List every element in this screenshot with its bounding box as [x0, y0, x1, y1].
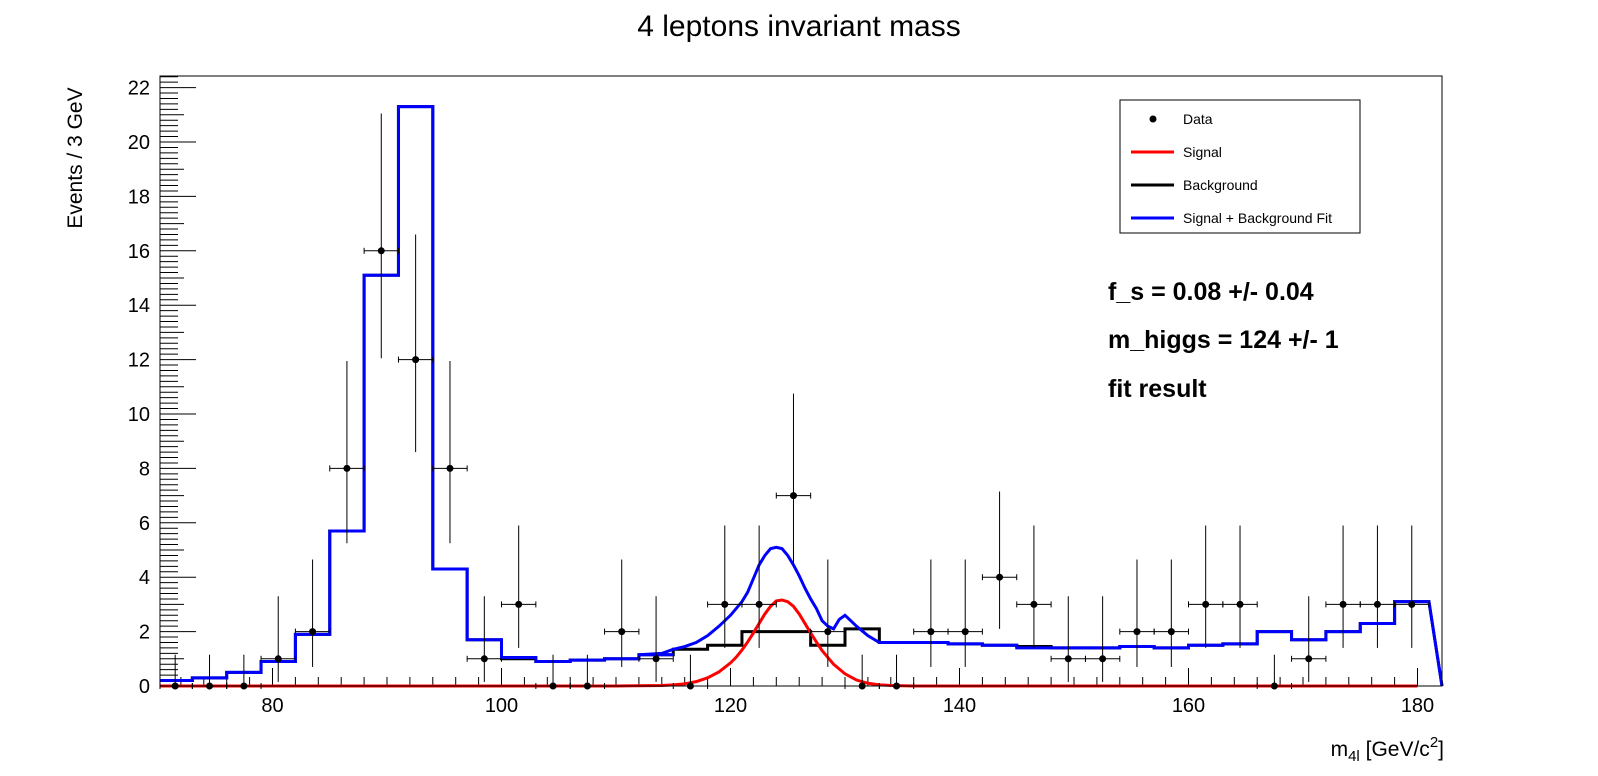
data-point: [1222, 525, 1258, 648]
x-tick-label: 120: [714, 695, 747, 717]
data-point: [913, 559, 949, 667]
y-tick-label: 16: [128, 241, 150, 263]
data-point: [947, 559, 983, 667]
data-point: [1016, 525, 1052, 648]
y-tick-label: 22: [128, 78, 150, 100]
data-marker: [515, 600, 523, 608]
fit-curve: [160, 105, 1444, 687]
x-tick-label: 100: [485, 695, 518, 717]
data-point: [1394, 525, 1430, 648]
x-tick-label: 160: [1172, 695, 1205, 717]
data-marker: [996, 573, 1004, 581]
data-marker: [1339, 600, 1347, 608]
x-tick-label: 140: [943, 695, 976, 717]
data-point: [604, 559, 640, 667]
data-point: [1050, 596, 1086, 682]
data-marker: [274, 655, 282, 663]
legend-label: Background: [1183, 177, 1258, 193]
x-axis-label: m4l [GeV/c2]: [1331, 734, 1444, 765]
data-point: [1084, 596, 1121, 682]
data-marker: [652, 655, 660, 663]
data-point: [1153, 559, 1189, 667]
y-tick-label: 2: [139, 622, 150, 644]
legend-entry: Background: [1131, 177, 1258, 193]
data-marker: [1202, 600, 1210, 608]
data-marker: [1064, 655, 1072, 663]
legend-box: [1119, 99, 1361, 234]
axis-ticks: 80 100 120 140 160 180 0 2 4 6 8 10 12 14 16 18 20 22: [128, 76, 1434, 717]
plot-frame: [159, 75, 1443, 687]
y-tick-label: 18: [128, 186, 150, 208]
data-point: [501, 525, 537, 648]
legend-entry: Signal + Background Fit: [1131, 210, 1332, 226]
data-point: [1359, 525, 1396, 648]
legend-entry: Data: [1149, 111, 1213, 127]
y-tick-label: 20: [128, 132, 150, 154]
data-marker: [1167, 628, 1175, 636]
annotation-fit-result: fit result: [1108, 375, 1207, 403]
y-tick-label: 4: [139, 567, 150, 589]
legend-entry: Signal: [1131, 144, 1222, 160]
data-point: [329, 360, 365, 544]
data-marker: [1133, 628, 1141, 636]
y-tick-label: 10: [128, 404, 150, 426]
data-point: [1119, 559, 1155, 667]
data-point: [775, 393, 812, 567]
data-marker: [1408, 600, 1416, 608]
legend: Data Signal Background Signal + Background …: [1119, 99, 1361, 234]
data-marker: [789, 492, 797, 500]
y-tick-label: 12: [128, 350, 150, 372]
y-tick-label: 0: [139, 676, 150, 698]
data-marker: [1099, 655, 1107, 663]
data-point: [1291, 596, 1327, 682]
data-marker: [961, 628, 969, 636]
fit-line: [160, 105, 1444, 687]
data-marker: [824, 628, 832, 636]
y-tick-label: 8: [139, 458, 150, 480]
annotation-mhiggs: m_higgs = 124 +/- 1: [1108, 326, 1339, 354]
legend-marker: [1149, 115, 1157, 123]
data-marker: [412, 356, 420, 364]
y-tick-label: 6: [139, 513, 150, 535]
y-tick-label: 14: [128, 295, 150, 317]
y-axis-label: Events / 3 GeV: [64, 87, 87, 228]
data-point: [638, 596, 674, 682]
data-point: [397, 234, 434, 453]
data-point: [707, 525, 743, 648]
data-point: [363, 113, 399, 359]
data-point: [981, 491, 1018, 629]
data-marker: [1236, 600, 1244, 608]
data-marker: [480, 655, 488, 663]
data-marker: [377, 247, 385, 255]
data-point: [741, 525, 777, 648]
data-marker: [721, 600, 729, 608]
data-marker: [309, 628, 317, 636]
data-marker: [1305, 655, 1313, 663]
data-point: [810, 559, 846, 667]
x-tick-label: 80: [261, 695, 283, 717]
x-tick-label: 180: [1401, 695, 1434, 717]
data-marker: [755, 600, 763, 608]
fit-result-annotations: f_s = 0.08 +/- 0.04 m_higgs = 124 +/- 1 …: [1108, 278, 1339, 403]
annotation-fs: f_s = 0.08 +/- 0.04: [1108, 278, 1314, 306]
legend-label: Data: [1183, 111, 1213, 127]
data-marker: [1030, 600, 1038, 608]
data-marker: [1373, 600, 1381, 608]
data-point: [294, 559, 331, 667]
data-marker: [927, 628, 935, 636]
data-point: [466, 596, 502, 682]
data-point: [260, 596, 296, 682]
data-marker: [618, 628, 626, 636]
legend-label: Signal + Background Fit: [1183, 210, 1332, 226]
legend-label: Signal: [1183, 144, 1222, 160]
data-marker: [343, 464, 351, 472]
data-marker: [446, 464, 454, 472]
chart-title: 4 leptons invariant mass: [637, 10, 961, 43]
data-point: [432, 360, 468, 544]
